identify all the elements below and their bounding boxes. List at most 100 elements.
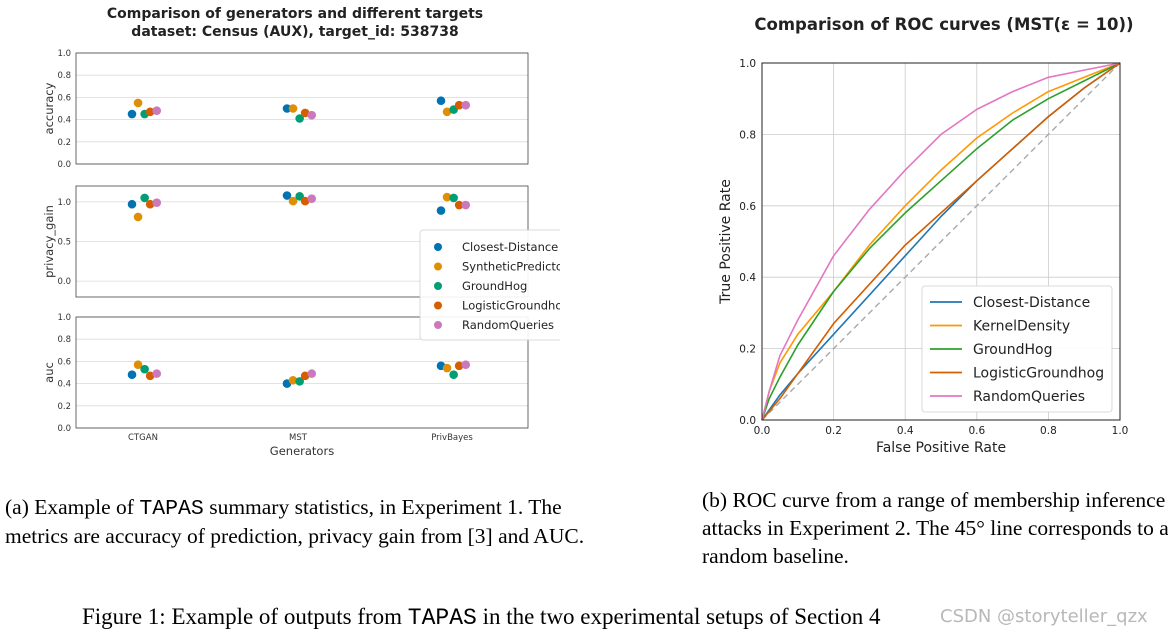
y-tick-label: 0.0: [57, 424, 71, 434]
caption-b: (b) ROC curve from a range of membership…: [702, 488, 1168, 568]
legend-frame: [419, 229, 560, 341]
point-syntheticpredictor: [288, 104, 298, 113]
point-groundhog: [295, 377, 304, 386]
summary-statistics-figure: Comparison of generators and different t…: [42, 6, 560, 458]
point-logisticgroundhog: [145, 199, 155, 209]
y-tick-label: 0.6: [739, 201, 756, 213]
point-groundhog: [449, 193, 458, 203]
point-logisticgroundhog: [300, 371, 310, 381]
x-tick-label: PrivBayes: [431, 433, 473, 443]
point-randomqueries: [461, 200, 471, 210]
y-tick-label: 0.2: [57, 402, 71, 412]
legend-label: LogisticGroundhog: [973, 366, 1104, 382]
point-closest-distance: [282, 191, 292, 200]
panel-accuracy: 0.0 0.2 0.4 0.6 0.8 1.0 accuracy: [42, 49, 529, 170]
point-logisticgroundhog: [300, 196, 310, 206]
point-closest-distance: [127, 370, 137, 380]
y-tick-label: 0.5: [57, 238, 71, 248]
point-closest-distance: [282, 104, 292, 113]
x-axis-label: False Positive Rate: [876, 440, 1006, 456]
x-tick-label: MST: [289, 433, 308, 443]
y-tick-label: 0.6: [57, 357, 71, 367]
figure-caption: Figure 1: Example of outputs from TAPAS …: [82, 604, 881, 631]
y-axis-label: accuracy: [42, 82, 56, 134]
x-tick-label: 1.0: [1112, 425, 1129, 437]
roc-line-randomqueries: [761, 62, 1121, 421]
legend-label: GroundHog: [462, 279, 527, 293]
y-tick-label: 0.8: [57, 335, 71, 345]
point-randomqueries: [307, 110, 317, 120]
point-syntheticpredictor: [442, 192, 452, 202]
legend-label: LogisticGroundhog: [462, 299, 560, 313]
point-logisticgroundhog: [300, 108, 310, 118]
point-groundhog: [140, 364, 149, 374]
point-randomqueries: [461, 360, 471, 370]
x-tick-label: 0.0: [754, 425, 771, 437]
caption-a: (a) Example of TAPAS summary statistics,…: [5, 495, 585, 548]
x-tick-label: 0.4: [897, 425, 914, 437]
point-closest-distance: [436, 96, 446, 106]
y-axis-label: auc: [42, 362, 56, 383]
legend-label: Closest-Distance: [973, 295, 1090, 311]
point-logisticgroundhog: [454, 361, 464, 371]
point-syntheticpredictor: [288, 375, 298, 385]
point-groundhog: [449, 370, 458, 380]
roc-line-groundhog: [761, 62, 1121, 421]
point-syntheticpredictor: [133, 212, 143, 222]
y-tick-label: 0.0: [739, 415, 756, 427]
y-tick-label: 1.0: [739, 58, 756, 70]
point-syntheticpredictor: [133, 360, 143, 370]
point-randomqueries: [152, 369, 162, 378]
point-groundhog: [140, 193, 149, 203]
point-randomqueries: [152, 106, 162, 116]
legend: Closest-Distance KernelDensity GroundHog Lo…: [921, 285, 1113, 413]
legend-marker: [434, 321, 442, 329]
x-axis-label: Generators: [270, 444, 334, 458]
y-axis-label: True Positive Rate: [718, 179, 734, 305]
y-tick-label: 0.4: [57, 380, 71, 390]
y-tick-label: 0.4: [57, 116, 71, 126]
point-logisticgroundhog: [454, 200, 464, 210]
y-axis-label: privacy_gain: [42, 205, 56, 278]
point-randomqueries: [461, 100, 471, 110]
point-syntheticpredictor: [442, 363, 452, 373]
chart-title: Comparison of ROC curves (MST(ε = 10)): [754, 15, 1133, 34]
y-tick-label: 1.0: [57, 49, 71, 59]
point-closest-distance: [127, 199, 137, 209]
point-randomqueries: [307, 194, 317, 203]
random-baseline: [761, 62, 1121, 421]
y-tick-label: 0.4: [739, 272, 756, 284]
legend-label: Closest-Distance: [462, 240, 558, 254]
legend-label: RandomQueries: [462, 318, 554, 332]
point-randomqueries: [152, 198, 162, 207]
point-logisticgroundhog: [454, 100, 464, 110]
y-tick-label: 0.8: [739, 129, 756, 141]
point-syntheticpredictor: [133, 98, 143, 108]
point-logisticgroundhog: [145, 371, 155, 381]
chart-subtitle: dataset: Census (AUX), target_id: 538738: [131, 24, 458, 40]
x-tick-label: 0.6: [968, 425, 985, 437]
y-tick-label: 1.0: [57, 313, 71, 323]
point-closest-distance: [436, 206, 446, 215]
roc-line-logisticgroundhog: [761, 62, 1121, 421]
legend-label: KernelDensity: [973, 319, 1070, 335]
roc-line-kerneldensity: [761, 62, 1121, 421]
watermark: CSDN @storyteller_qzx: [940, 606, 1148, 627]
legend-marker: [434, 301, 442, 310]
roc-curve-figure: Comparison of ROC curves (MST(ε = 10)) 0.…: [718, 15, 1134, 456]
x-tick-label: 0.8: [1040, 425, 1057, 437]
y-tick-label: 1.0: [57, 198, 71, 208]
legend: Closest-Distance SyntheticPredictor Ground…: [419, 229, 560, 341]
point-syntheticpredictor: [442, 107, 452, 117]
chart-title: Comparison of generators and different t…: [107, 6, 483, 22]
y-tick-label: 0.8: [57, 71, 71, 81]
point-syntheticpredictor: [288, 196, 298, 206]
legend-label: GroundHog: [973, 342, 1052, 358]
point-closest-distance: [127, 109, 137, 119]
plot-frame: [761, 62, 1121, 421]
x-tick-label: CTGAN: [128, 433, 158, 443]
panel-frame: [75, 52, 529, 165]
legend-frame: [921, 285, 1113, 413]
panel-frame: [75, 316, 529, 429]
legend-marker: [434, 262, 442, 271]
